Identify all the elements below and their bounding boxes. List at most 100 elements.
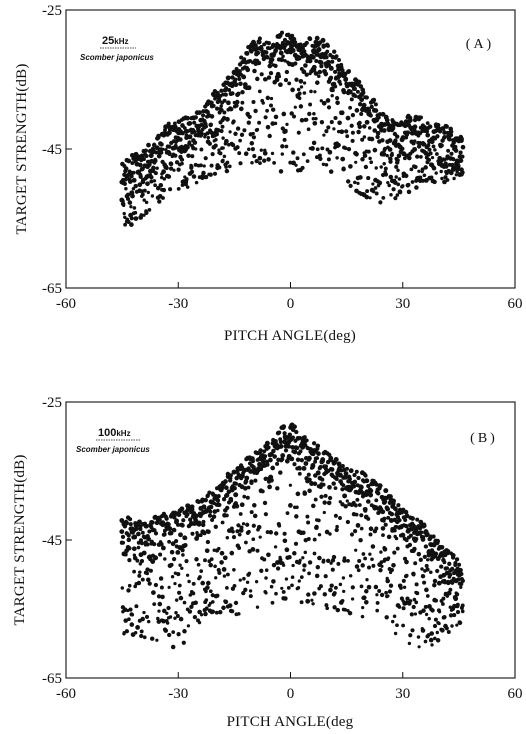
- panel-b-data-point: [439, 544, 445, 550]
- panel-b-data-point: [146, 577, 151, 583]
- panel-a-data-point: [219, 128, 224, 134]
- panel-b-data-point: [318, 584, 323, 589]
- panel-b-data-point: [269, 477, 274, 483]
- panel-b-data-point: [171, 556, 177, 562]
- panel-a-data-point: [427, 158, 432, 162]
- panel-b-data-point: [334, 476, 339, 482]
- panel-b-data-point: [278, 443, 284, 449]
- panel-a-data-point: [255, 127, 260, 132]
- panel-a-ticks: -60 -30 0 30 60 -25 -45 -65: [42, 3, 523, 312]
- panel-a-data-point: [263, 77, 268, 82]
- panel-a-data-point: [414, 185, 419, 190]
- panel-b-data-point: [452, 613, 457, 618]
- panel-a-data-point: [182, 126, 187, 130]
- panel-b-data-point: [277, 430, 282, 435]
- panel-b-data-point: [124, 629, 130, 634]
- panel-b-data-point: [384, 615, 389, 620]
- panel-a-data-point: [418, 175, 423, 180]
- panel-a-data-point: [333, 115, 338, 121]
- panel-b-data-point: [200, 580, 206, 586]
- panel-b-data-point: [281, 563, 286, 567]
- panel-a-data-point: [137, 162, 143, 168]
- panel-b-data-point: [455, 610, 461, 615]
- panel-b-data-point: [278, 555, 282, 560]
- panel-a-data-point: [290, 48, 296, 53]
- panel-a-data-point: [350, 112, 356, 118]
- panel-b-data-point: [396, 503, 401, 508]
- panel-a-data-point: [133, 210, 138, 215]
- panel-a-data-point: [273, 121, 278, 126]
- panel-b-data-point: [139, 633, 144, 639]
- panel-b-data-point: [342, 558, 347, 563]
- panel-b-data-point: [375, 491, 381, 496]
- panel-b-data-point: [285, 511, 290, 516]
- panel-b-data-point: [174, 518, 180, 524]
- panel-a-data-point: [133, 216, 139, 221]
- panel-a-data-point: [277, 74, 282, 79]
- panel-a-data-point: [374, 191, 379, 196]
- panel-a-data-point: [417, 169, 421, 173]
- panel-a-data-point: [126, 158, 132, 164]
- panel-a-data-point: [237, 77, 242, 81]
- panel-b-data-point: [433, 617, 438, 622]
- panel-b-data-point: [264, 591, 268, 595]
- panel-b-data-point: [284, 547, 290, 553]
- panel-b-data-point: [221, 567, 227, 572]
- panel-b-data-point: [374, 482, 379, 487]
- panel-a-data-point: [297, 56, 302, 61]
- panel-b-data-point: [447, 561, 452, 566]
- panel-b-data-point: [232, 485, 237, 491]
- panel-b-data-point: [456, 577, 461, 582]
- panel-a-xtick-label: 60: [508, 296, 523, 312]
- panel-a-data-point: [356, 129, 361, 135]
- panel-b-data-point: [282, 531, 287, 536]
- panel-a-data-point: [328, 65, 334, 71]
- panel-a-data-point: [403, 173, 409, 179]
- panel-a-data-point: [385, 118, 390, 123]
- panel-b-data-point: [170, 644, 176, 650]
- panel-a-frequency-legend: 25kHz Scomber japonicus: [80, 35, 154, 62]
- panel-a-data-point: [421, 141, 427, 147]
- panel-a-data-point: [451, 157, 456, 162]
- panel-a-data-point: [297, 91, 302, 96]
- panel-b-data-point: [214, 576, 218, 580]
- panel-b-data-point: [302, 435, 307, 440]
- panel-b-data-point: [378, 568, 383, 573]
- panel-b-data-point: [418, 557, 423, 562]
- panel-a-data-point: [328, 75, 334, 80]
- panel-b-data-point: [366, 516, 371, 521]
- panel-b-data-point: [269, 451, 274, 457]
- panel-a-xtick-label: -60: [56, 296, 76, 312]
- panel-b-data-point: [295, 445, 300, 451]
- panel-b-data-point: [127, 558, 132, 563]
- panel-a-data-point: [219, 107, 224, 113]
- panel-a-data-point: [161, 169, 166, 175]
- panel-b-data-point: [126, 537, 132, 543]
- panel-b-data-point: [460, 578, 465, 583]
- panel-a-data-point: [339, 129, 345, 135]
- panel-b-data-point: [232, 583, 237, 588]
- panel-a-data-point: [300, 165, 305, 170]
- panel-b-data-point: [329, 561, 333, 565]
- panel-b-data-point: [207, 513, 213, 518]
- panel-b-data-point: [155, 638, 159, 642]
- panel-a-data-point: [429, 175, 434, 180]
- panel-b-data-point: [354, 548, 358, 552]
- panel-b-data-point: [425, 594, 430, 598]
- panel-b-data-point: [297, 436, 302, 440]
- panel-a-data-point: [367, 126, 372, 130]
- panel-b-data-point: [460, 609, 465, 614]
- panel-b-data-point: [212, 509, 218, 514]
- panel-b-data-point: [128, 517, 133, 522]
- panel-b-data-point: [401, 623, 405, 628]
- panel-b-data-point: [370, 544, 376, 549]
- panel-b-data-point: [428, 637, 434, 643]
- panel-a-data-point: [143, 148, 148, 153]
- panel-a-data-point: [291, 36, 297, 42]
- panel-b-data-point: [178, 532, 183, 538]
- panel-a-data-point: [307, 111, 312, 117]
- panel-b-data-point: [141, 550, 147, 556]
- panel-b-data-point: [142, 610, 146, 615]
- panel-a-data-point: [280, 144, 285, 149]
- panel-b-data-point: [316, 451, 321, 456]
